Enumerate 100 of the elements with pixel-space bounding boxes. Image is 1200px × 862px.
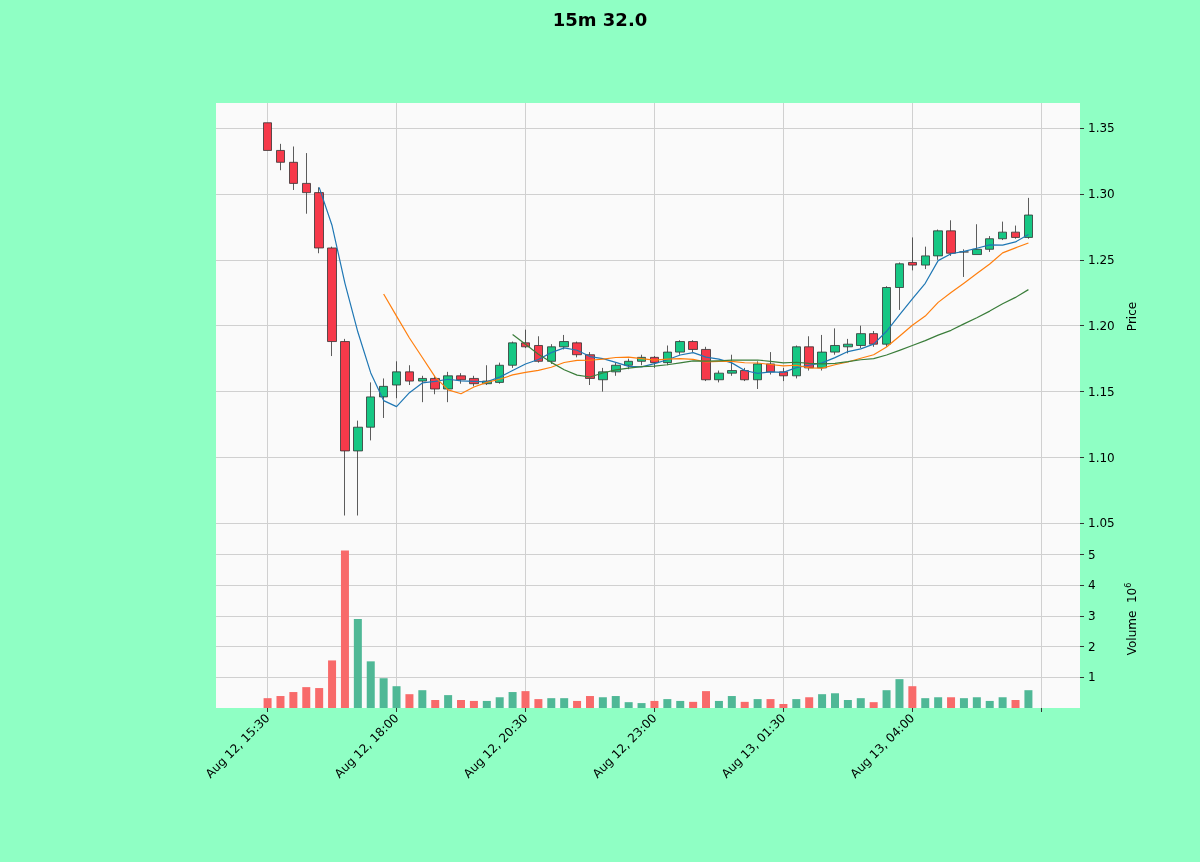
bar xyxy=(1011,700,1020,708)
candlestick xyxy=(933,229,943,261)
bar xyxy=(650,700,659,708)
bar xyxy=(276,696,285,708)
bar xyxy=(676,700,685,708)
bar xyxy=(315,688,324,708)
candlestick xyxy=(379,378,388,419)
candlestick xyxy=(314,186,324,254)
bar xyxy=(534,699,543,708)
candlestick xyxy=(1024,197,1033,240)
bar xyxy=(766,699,775,708)
bar xyxy=(508,692,517,708)
candlestick xyxy=(327,246,337,357)
candlestick xyxy=(921,246,930,270)
bar xyxy=(702,691,711,708)
bar xyxy=(792,699,801,708)
bar xyxy=(598,697,607,708)
bar xyxy=(482,700,491,708)
y-tick-label: 1.05 xyxy=(1088,516,1115,531)
candlestick xyxy=(418,375,427,403)
bar xyxy=(418,690,427,708)
candlestick xyxy=(959,248,969,278)
candlestick xyxy=(559,334,569,350)
candlestick xyxy=(1011,225,1020,240)
bar xyxy=(495,697,504,708)
line-series xyxy=(383,242,1030,395)
y-tick-label: 1 xyxy=(1088,670,1096,685)
y-tick-label: 3 xyxy=(1088,608,1096,623)
bar xyxy=(328,660,337,708)
y-tick-label: 1.25 xyxy=(1088,252,1115,267)
bar xyxy=(1024,690,1033,708)
bar xyxy=(379,678,388,708)
candlestick xyxy=(998,221,1007,241)
candlestick xyxy=(366,382,375,441)
bar xyxy=(611,696,620,708)
bar xyxy=(431,700,440,708)
bar xyxy=(921,698,930,708)
bar xyxy=(753,699,762,708)
candlestick xyxy=(302,152,311,215)
candlestick xyxy=(714,370,724,383)
bar xyxy=(830,693,839,708)
bar xyxy=(843,700,852,708)
bar xyxy=(714,700,723,708)
candlestick xyxy=(882,285,891,348)
line-series xyxy=(512,289,1030,378)
bar xyxy=(573,700,582,708)
bar xyxy=(444,695,453,708)
candlestick xyxy=(740,367,749,382)
candlestick xyxy=(508,341,517,369)
y-tick-label: 5 xyxy=(1088,547,1096,562)
bar xyxy=(547,698,556,708)
bar xyxy=(302,687,311,708)
candlestick xyxy=(727,354,737,377)
candlestick xyxy=(276,143,285,171)
bar xyxy=(895,679,904,708)
candlestick xyxy=(624,358,633,370)
bar xyxy=(869,702,878,708)
bar xyxy=(405,694,414,708)
candlestick xyxy=(405,364,414,386)
y-axis-title: Volume 106 xyxy=(1123,582,1139,656)
chart-title: 15m 32.0 xyxy=(552,8,648,30)
candlestick xyxy=(908,237,917,271)
bar xyxy=(457,700,466,708)
bar xyxy=(263,698,272,708)
y-tick-label: 1.35 xyxy=(1088,121,1115,136)
bar xyxy=(882,690,891,708)
bar xyxy=(469,700,478,708)
bar xyxy=(392,686,401,708)
bar xyxy=(740,701,749,708)
y-tick-label: 1.20 xyxy=(1088,318,1115,333)
y-axis-title: Price xyxy=(1124,301,1139,332)
candlestick xyxy=(340,338,350,516)
bar xyxy=(353,619,362,708)
candlestick xyxy=(263,122,272,151)
candlestick xyxy=(843,338,853,354)
y-tick-label: 1.15 xyxy=(1088,384,1115,399)
bar xyxy=(585,696,594,708)
candlestick xyxy=(688,339,698,353)
candlestick xyxy=(753,360,762,390)
y-tick-label: 2 xyxy=(1088,639,1096,654)
candlestick xyxy=(353,420,363,516)
bar xyxy=(289,692,298,708)
bar xyxy=(998,697,1007,708)
y-tick-label: 4 xyxy=(1088,578,1096,593)
bar xyxy=(779,704,788,708)
bar xyxy=(805,697,814,708)
line-series xyxy=(318,186,1030,408)
candlestick xyxy=(869,330,878,348)
bar xyxy=(689,701,698,708)
bar xyxy=(934,697,943,708)
candlestick xyxy=(856,325,866,349)
bar xyxy=(908,686,917,708)
bar xyxy=(727,696,736,708)
candlestick xyxy=(946,219,956,257)
bar xyxy=(624,702,633,708)
bar xyxy=(856,698,865,708)
bar xyxy=(959,698,968,708)
bar xyxy=(366,661,375,708)
candlestick xyxy=(289,146,298,191)
bar xyxy=(340,550,349,708)
